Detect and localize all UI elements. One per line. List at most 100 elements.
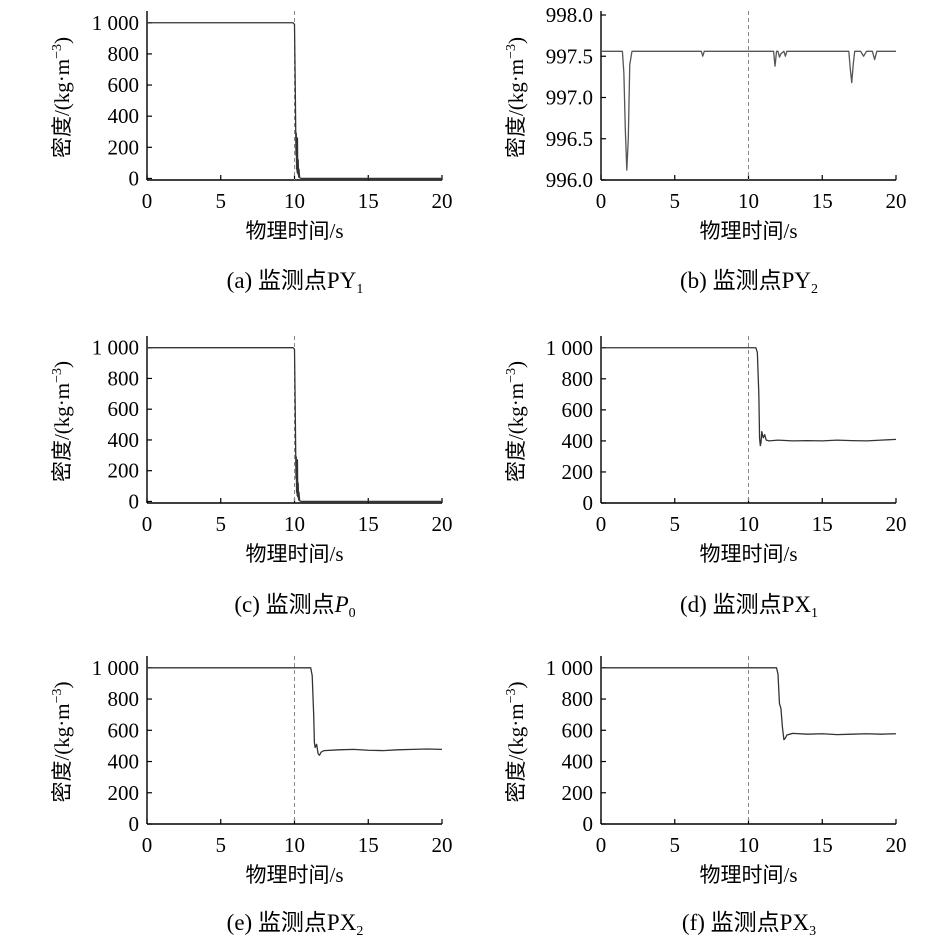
y-tick-label: 0	[129, 489, 140, 513]
panel-b: 0 5 10 15 20 996.0 996.5 997.0 997.5 998.0 物理时间/s 密…	[504, 3, 907, 297]
panel-caption: (c) 监测点P0	[234, 592, 355, 621]
x-axis-title: 物理时间/s	[245, 542, 343, 566]
y-tick-label: 600	[108, 397, 140, 421]
x-tick-label: 20	[886, 833, 907, 857]
x-tick-label: 0	[596, 512, 607, 536]
x-tick-label: 0	[142, 189, 153, 213]
x-tick-label: 5	[216, 189, 227, 213]
y-tick-label: 998.0	[546, 3, 593, 27]
caption-subscript: 1	[811, 606, 818, 621]
x-tick-label: 20	[432, 189, 453, 213]
y-axis-title-main: 密度/(kg·m	[504, 703, 528, 802]
x-tick-label: 15	[358, 512, 379, 536]
x-tick-label: 0	[596, 189, 607, 213]
x-tick-label: 10	[284, 189, 305, 213]
y-tick-label: 800	[108, 366, 140, 390]
panel-caption: (e) 监测点PX2	[227, 910, 364, 939]
series-line	[601, 347, 897, 447]
panel-caption: (b) 监测点PY2	[680, 268, 818, 297]
y-tick-label: 200	[108, 781, 140, 805]
y-tick-label: 400	[108, 750, 140, 774]
x-tick-label: 15	[812, 833, 833, 857]
caption-subscript: 1	[356, 282, 363, 297]
x-tick-label: 10	[738, 833, 759, 857]
x-tick-label: 10	[284, 512, 305, 536]
y-tick-label: 800	[108, 687, 140, 711]
x-tick-label: 10	[284, 833, 305, 857]
x-tick-label: 15	[812, 512, 833, 536]
caption-subscript: 0	[349, 606, 356, 621]
y-axis-title-main: 密度/(kg·m	[50, 703, 74, 802]
y-tick-label: 200	[562, 460, 594, 484]
caption-text: (c) 监测点	[234, 592, 334, 617]
y-tick-label: 0	[583, 812, 594, 836]
x-tick-label: 5	[216, 512, 227, 536]
y-tick-label: 996.5	[546, 127, 593, 151]
y-tick-label: 1 000	[546, 336, 593, 360]
y-axis-title: 密度/(kg·m−3)	[50, 361, 74, 482]
x-tick-label: 5	[670, 833, 681, 857]
x-axis-title: 物理时间/s	[699, 219, 797, 243]
x-tick-label: 20	[432, 833, 453, 857]
y-tick-label: 800	[562, 687, 594, 711]
y-tick-label: 0	[129, 166, 140, 190]
y-tick-label: 800	[108, 42, 140, 66]
caption-subscript: 3	[809, 924, 816, 939]
caption-variable: P	[334, 592, 349, 617]
x-tick-label: 15	[358, 833, 379, 857]
x-tick-label: 5	[670, 189, 681, 213]
series-line	[147, 667, 443, 756]
y-tick-label: 997.5	[546, 44, 593, 68]
y-axis-title-exponent: −3	[504, 368, 519, 383]
y-tick-label: 0	[129, 812, 140, 836]
x-axis-title: 物理时间/s	[245, 863, 343, 887]
y-tick-label: 200	[108, 135, 140, 159]
x-axis-title: 物理时间/s	[699, 542, 797, 566]
caption-text: (d) 监测点PX	[680, 592, 811, 617]
y-axis-title-main: 密度/(kg·m	[50, 383, 74, 482]
series-line	[601, 50, 896, 171]
y-tick-label: 1 000	[92, 11, 139, 35]
y-tick-label: 600	[108, 73, 140, 97]
y-axis-title-end: )	[504, 37, 528, 44]
y-tick-label: 1 000	[92, 336, 139, 360]
y-axis-title: 密度/(kg·m−3)	[504, 681, 528, 802]
x-tick-label: 5	[216, 833, 227, 857]
x-tick-label: 0	[596, 833, 607, 857]
y-axis-title-end: )	[504, 361, 528, 368]
x-tick-label: 15	[358, 189, 379, 213]
panel-caption: (f) 监测点PX3	[682, 910, 816, 939]
y-tick-label: 0	[583, 491, 594, 515]
y-tick-label: 200	[108, 459, 140, 483]
y-axis-title-exponent: −3	[50, 368, 65, 383]
y-tick-label: 400	[562, 429, 594, 453]
y-axis-title-main: 密度/(kg·m	[504, 59, 528, 158]
panel-caption: (a) 监测点PY1	[227, 268, 364, 297]
y-axis-title: 密度/(kg·m−3)	[504, 361, 528, 482]
y-axis-title-exponent: −3	[504, 688, 519, 703]
y-axis-title-main: 密度/(kg·m	[50, 59, 74, 158]
y-axis-title-exponent: −3	[50, 688, 65, 703]
y-axis-title-exponent: −3	[504, 44, 519, 59]
x-tick-label: 20	[886, 189, 907, 213]
y-axis-title: 密度/(kg·m−3)	[50, 681, 74, 802]
x-axis-title: 物理时间/s	[245, 219, 343, 243]
y-tick-label: 1 000	[92, 656, 139, 680]
y-tick-label: 600	[108, 718, 140, 742]
caption-subscript: 2	[356, 924, 363, 939]
caption-text: (b) 监测点PY	[680, 268, 811, 293]
x-tick-label: 0	[142, 833, 153, 857]
y-axis-title-end: )	[50, 37, 74, 44]
y-tick-label: 200	[562, 781, 594, 805]
series-line	[601, 667, 897, 741]
y-axis-title: 密度/(kg·m−3)	[504, 37, 528, 158]
x-tick-label: 15	[812, 189, 833, 213]
y-tick-label: 600	[562, 398, 594, 422]
x-tick-label: 20	[886, 512, 907, 536]
y-tick-label: 800	[562, 367, 594, 391]
